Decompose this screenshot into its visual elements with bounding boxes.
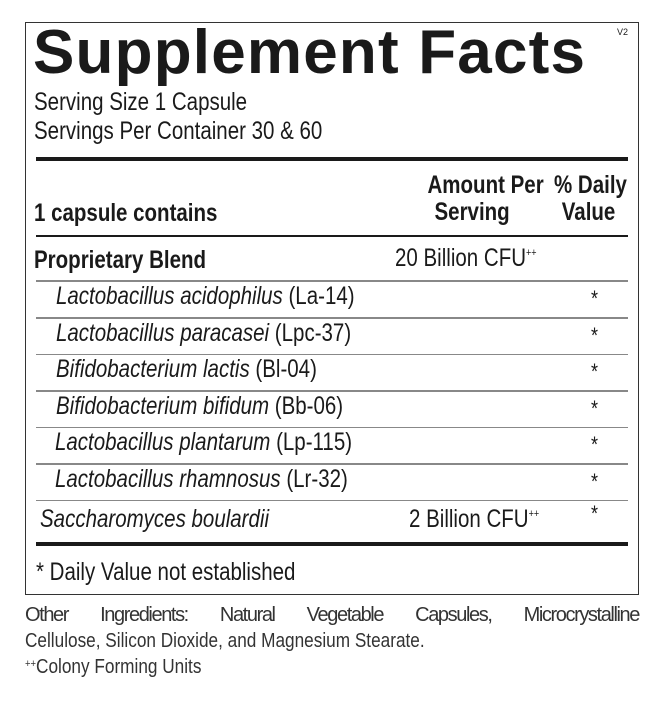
row-divider <box>36 353 628 355</box>
cfu-note: ++Colony Forming Units <box>25 657 201 677</box>
strain-species: Lactobacillus plantarum <box>55 428 271 456</box>
other-ingredients-line1: Other Ingredients: Natural Vegetable Cap… <box>25 604 640 626</box>
yeast-name: Saccharomyces boulardii <box>40 505 270 533</box>
strain-code: (Bl-04) <box>255 355 317 383</box>
strain-species: Bifidobacterium bifidum <box>56 391 270 420</box>
strain-species: Lactobacillus acidophilus <box>56 282 283 310</box>
yeast-amount-sup: ++ <box>528 508 540 520</box>
strain-row: Bifidobacterium bifidum (Bb-06) <box>56 391 344 420</box>
strain-code: (Lpc-37) <box>274 318 352 347</box>
yeast-amount-value: 2 Billion CFU <box>409 505 529 533</box>
blend-amount-value: 20 Billion CFU <box>395 244 527 272</box>
row-divider <box>36 499 628 501</box>
row-divider <box>36 463 628 465</box>
strain-dv: * <box>591 395 599 421</box>
thick-divider <box>36 157 628 161</box>
cfu-sup: ++ <box>25 658 37 670</box>
other-ingredients-line2: Cellulose, Silicon Dioxide, and Magnesiu… <box>25 630 425 652</box>
strain-species: Lactobacillus rhamnosus <box>55 464 281 493</box>
panel-title: Supplement Facts <box>33 18 587 87</box>
header-contains: 1 capsule contains <box>34 199 218 227</box>
blend-amount: 20 Billion CFU++ <box>395 246 537 271</box>
strain-dv: * <box>591 322 599 348</box>
strain-species: Bifidobacterium lactis <box>56 355 250 383</box>
header-amount-line1: Amount Per <box>427 171 544 199</box>
header-divider <box>36 235 628 237</box>
row-divider <box>36 280 628 282</box>
cfu-note-text: Colony Forming Units <box>36 656 202 678</box>
strain-dv: * <box>591 359 599 384</box>
strain-code: (Bb-06) <box>274 391 344 420</box>
serving-size: Serving Size 1 Capsule <box>34 88 248 116</box>
strain-dv: * <box>591 468 599 494</box>
strain-code: (La-14) <box>288 282 355 310</box>
row-divider <box>36 426 628 428</box>
blend-amount-sup: ++ <box>526 247 537 259</box>
strain-row: Lactobacillus rhamnosus (Lr-32) <box>55 464 348 493</box>
facts-panel-border <box>25 22 639 595</box>
strain-dv: * <box>591 432 599 457</box>
row-divider <box>36 390 628 392</box>
thick-divider-bottom <box>36 542 628 546</box>
strain-row: Lactobacillus acidophilus (La-14) <box>56 284 355 309</box>
servings-per-container: Servings Per Container 30 & 60 <box>34 117 323 145</box>
header-amount-line2: Serving <box>434 198 510 226</box>
strain-code: (Lp-115) <box>276 428 353 456</box>
blend-name: Proprietary Blend <box>34 246 207 274</box>
dv-footnote: * Daily Value not established <box>36 558 296 586</box>
header-dv-line1: % Daily <box>554 171 627 199</box>
row-divider <box>36 317 628 319</box>
strain-row: Lactobacillus paracasei (Lpc-37) <box>56 318 352 347</box>
header-dv-line2: Value <box>561 198 615 226</box>
yeast-amount: 2 Billion CFU++ <box>409 507 539 532</box>
strain-code: (Lr-32) <box>286 464 348 493</box>
yeast-dv: * <box>591 501 599 526</box>
strain-row: Bifidobacterium lactis (Bl-04) <box>56 357 317 382</box>
strain-dv: * <box>591 286 599 311</box>
version-mark: V2 <box>617 27 629 37</box>
strain-species: Lactobacillus paracasei <box>56 318 270 347</box>
strain-row: Lactobacillus plantarum (Lp-115) <box>55 430 352 455</box>
